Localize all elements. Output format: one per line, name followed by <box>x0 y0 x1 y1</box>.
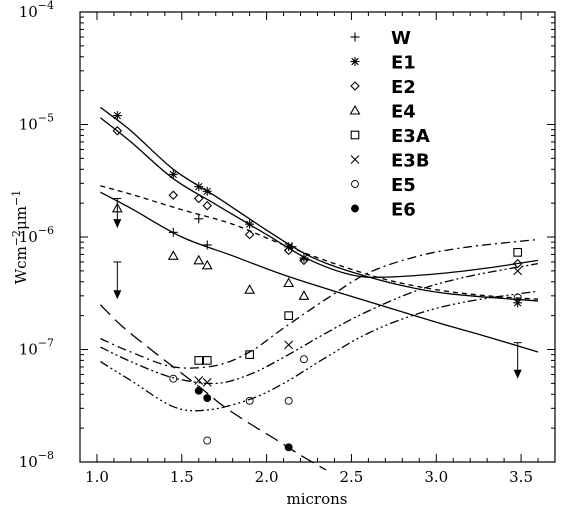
point-w <box>194 214 204 224</box>
model-curve-dashed <box>100 185 539 300</box>
legend-label-w: W <box>391 28 411 49</box>
x-axis-label: microns <box>287 490 348 508</box>
point-e1 <box>112 111 122 121</box>
upper-limit-arrow <box>113 261 122 300</box>
legend-marker-e6 <box>351 204 359 213</box>
point-e5 <box>299 355 308 364</box>
point-e4 <box>244 284 256 294</box>
x-tick-label: 3.5 <box>509 468 533 486</box>
point-e2 <box>512 258 523 269</box>
legend-label-e2: E2 <box>391 77 416 98</box>
point-e3a <box>245 350 254 359</box>
point-e4 <box>111 202 123 213</box>
legend-label-e5: E5 <box>391 175 416 196</box>
point-e4 <box>201 259 213 270</box>
point-e1 <box>299 253 309 263</box>
upper-limit-arrow <box>113 197 122 229</box>
point-e2 <box>193 193 204 204</box>
model-curve-dash-dot-dot-dot <box>100 290 539 412</box>
point-e5 <box>169 374 178 383</box>
point-e3a <box>513 248 523 257</box>
upper-limit-arrow <box>513 342 522 379</box>
y-tick-label: 10−6 <box>19 224 54 246</box>
x-tick-label: 3.0 <box>424 468 448 486</box>
y-tick-label: 10−8 <box>19 449 54 471</box>
legend-marker-e3a <box>350 130 360 140</box>
y-tick-label: 10−5 <box>19 112 54 134</box>
model-curve-solid <box>100 191 539 353</box>
point-e3b <box>194 376 204 385</box>
point-e1 <box>194 182 204 192</box>
x-tick-label: 1.5 <box>170 468 194 486</box>
point-e2 <box>202 200 213 211</box>
legend-marker-e4 <box>349 104 361 115</box>
x-tick-label: 2.0 <box>255 468 279 486</box>
point-e1 <box>245 219 255 229</box>
y-axis-label-base2: μm <box>12 206 30 230</box>
point-e3b <box>284 340 294 350</box>
model-curve-solid <box>99 117 539 278</box>
y-axis-label-exp1: −2 <box>10 230 23 246</box>
y-axis-label-base1: Wcm <box>12 246 30 284</box>
point-e6 <box>194 386 203 395</box>
legend-label-e3b: E3B <box>391 151 430 172</box>
point-e5 <box>284 396 293 405</box>
x-tick-label: 2.5 <box>339 468 363 486</box>
y-tick-label: 10−7 <box>19 337 54 359</box>
legend-marker-e1 <box>350 57 360 66</box>
point-e4 <box>193 254 205 265</box>
upper-limit-arrows <box>113 197 522 379</box>
y-axis-label: Wcm−2μm−1 <box>10 190 30 284</box>
legend: W E1 E2 E4 E3A E3B E5 E6 <box>349 28 430 221</box>
point-e3b <box>202 378 212 387</box>
model-curves <box>99 106 539 471</box>
point-e5 <box>203 436 212 445</box>
point-e6 <box>284 443 293 452</box>
point-e2 <box>168 190 179 201</box>
point-e5 <box>513 293 522 302</box>
legend-label-e6: E6 <box>391 200 416 221</box>
data-points <box>111 111 523 452</box>
point-e3b <box>513 266 523 276</box>
model-curve-solid <box>100 106 539 302</box>
point-e5 <box>245 396 254 405</box>
point-e2 <box>244 229 255 240</box>
point-e3a <box>202 356 212 365</box>
legend-marker-e5 <box>351 180 359 188</box>
axis-ticks: 1.0 1.5 2.0 2.5 3.0 3.5 10−8 10−7 10−6 10−5 10−4 <box>19 0 556 486</box>
point-e1 <box>202 186 212 196</box>
legend-marker-e3b <box>350 155 360 164</box>
point-e3a <box>284 311 294 320</box>
point-e3a <box>194 356 204 365</box>
point-e2 <box>112 125 123 136</box>
point-e2 <box>299 255 309 266</box>
point-e1 <box>168 169 178 179</box>
model-curve-dash-dot <box>100 238 539 369</box>
model-curve-long-dashed <box>99 304 327 471</box>
point-e6 <box>203 394 212 403</box>
point-w <box>202 240 212 250</box>
legend-marker-w <box>350 32 360 42</box>
y-axis-label-exp2: −1 <box>10 190 23 206</box>
model-curve-dash-dot-dot <box>100 262 539 385</box>
x-tick-label: 1.0 <box>85 468 109 486</box>
point-e4 <box>167 250 179 260</box>
legend-label-e3a: E3A <box>391 126 430 147</box>
point-e4 <box>298 290 310 300</box>
legend-marker-e2 <box>350 81 360 91</box>
point-e2 <box>283 245 294 256</box>
legend-label-e4: E4 <box>391 102 416 123</box>
point-e4 <box>283 277 295 288</box>
legend-label-e1: E1 <box>391 53 416 74</box>
y-tick-label: 10−4 <box>19 0 54 21</box>
point-w <box>168 227 178 237</box>
